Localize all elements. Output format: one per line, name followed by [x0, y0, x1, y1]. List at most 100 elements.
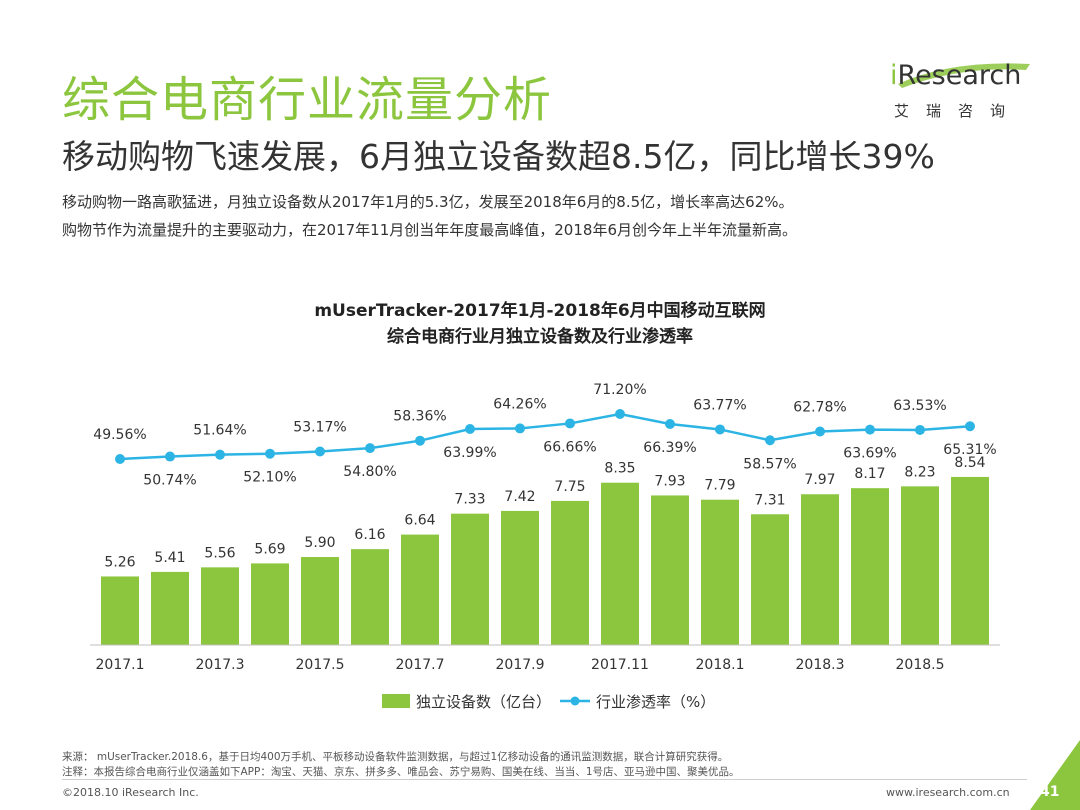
- point-2018.5: [915, 424, 925, 435]
- bar-label-2018.3: 7.97: [804, 472, 835, 488]
- footer-divider: [62, 779, 1027, 780]
- bar-2017.11: [601, 482, 639, 645]
- bar-label-2017.5: 5.90: [304, 535, 335, 551]
- point-label-2018.5: 63.53%: [893, 398, 946, 414]
- point-label-2017.10: 66.66%: [543, 439, 596, 455]
- bar-2017.7: [401, 534, 439, 645]
- point-2017.4: [265, 448, 275, 459]
- website: www.iresearch.com.cn: [886, 786, 1010, 799]
- legend-line-marker: [570, 696, 580, 706]
- copyright: ©2018.10 iResearch Inc.: [62, 786, 199, 799]
- bar-2017.10: [551, 500, 589, 645]
- bar-label-2017.3: 5.56: [204, 545, 235, 561]
- point-label-2018.1: 63.77%: [693, 397, 746, 413]
- page-number: 41: [1040, 784, 1060, 800]
- point-label-2018.4: 63.69%: [843, 446, 896, 462]
- bar-label-2017.6: 6.16: [354, 527, 385, 543]
- bar-2018.2: [751, 514, 789, 645]
- point-label-2017.2: 50.74%: [143, 473, 196, 489]
- description-line-2: 购物节作为流量提升的主要驱动力，在2017年11月创当年年度最高峰值，2018年…: [62, 221, 797, 239]
- bar-label-2017.10: 7.75: [554, 479, 585, 495]
- x-tick-2018.1: 2018.1: [696, 657, 745, 673]
- bar-label-2018.5: 8.23: [904, 464, 935, 480]
- bar-2017.2: [151, 571, 189, 645]
- bar-2017.12: [651, 495, 689, 645]
- point-2018.4: [865, 424, 875, 435]
- point-2017.6: [365, 443, 375, 454]
- logo-chinese: 艾瑞咨询: [894, 102, 1023, 120]
- bar-2017.3: [201, 567, 239, 645]
- legend-bar-swatch: [382, 694, 410, 708]
- x-tick-2017.11: 2017.11: [591, 657, 649, 673]
- legend: 独立设备数（亿台） 行业渗透率（%）: [382, 693, 715, 711]
- point-label-2017.11: 71.20%: [593, 382, 646, 398]
- point-2017.10: [565, 418, 575, 429]
- point-label-2018.6: 65.31%: [943, 442, 996, 458]
- logo-swoosh-icon: [898, 63, 1030, 88]
- point-label-2017.9: 64.26%: [493, 396, 546, 412]
- page-title: 综合电商行业流量分析: [62, 72, 553, 128]
- point-label-2017.6: 54.80%: [343, 464, 396, 480]
- bar-2017.4: [251, 563, 289, 645]
- point-label-2017.7: 58.36%: [393, 409, 446, 425]
- bar-label-2017.7: 6.64: [404, 513, 435, 529]
- point-2017.1: [115, 454, 125, 464]
- chart-title-line-2: 综合电商行业月独立设备数及行业渗透率: [387, 326, 693, 347]
- bar-2018.4: [851, 488, 889, 645]
- legend-line-label: 行业渗透率（%）: [596, 693, 715, 711]
- point-2017.5: [315, 446, 325, 457]
- point-2018.2: [765, 435, 775, 446]
- point-2017.12: [665, 419, 675, 430]
- source-note: 来源： mUserTracker.2018.6，基于日均400万手机、平板移动设…: [62, 751, 729, 763]
- app-scope-note: 注释：本报告综合电商行业仅涵盖如下APP：淘宝、天猫、京东、拼多多、唯品会、苏宁…: [62, 766, 740, 778]
- bar-label-2017.4: 5.69: [254, 541, 285, 557]
- point-2017.11: [615, 409, 625, 419]
- description-line-1: 移动购物一路高歌猛进，月独立设备数从2017年1月的5.3亿，发展至2018年6…: [62, 193, 794, 211]
- bar-2018.3: [801, 494, 839, 645]
- x-tick-2017.7: 2017.7: [396, 657, 445, 673]
- bar-label-2017.2: 5.41: [154, 550, 185, 566]
- legend-bar-label: 独立设备数（亿台）: [416, 693, 551, 711]
- point-label-2017.5: 53.17%: [293, 419, 346, 435]
- point-2017.8: [465, 423, 475, 434]
- x-tick-2017.3: 2017.3: [196, 657, 245, 673]
- iresearch-logo: iResearch 艾瑞咨询: [890, 60, 1040, 130]
- point-2018.6: [965, 421, 975, 432]
- bar-2017.6: [351, 549, 389, 645]
- x-tick-2017.9: 2017.9: [496, 657, 545, 673]
- logo-wordmark: iResearch: [890, 60, 1022, 91]
- point-label-2018.2: 58.57%: [743, 456, 796, 472]
- bar-label-2018.6: 8.54: [954, 455, 985, 471]
- point-2017.3: [215, 449, 225, 460]
- bar-2018.1: [701, 499, 739, 645]
- point-2018.1: [715, 424, 725, 435]
- bar-label-2018.1: 7.79: [704, 478, 735, 494]
- bar-label-2017.1: 5.26: [104, 554, 135, 570]
- penetration-rate-line: [119, 412, 971, 461]
- bar-label-2018.2: 7.31: [754, 492, 785, 508]
- chart-title-line-1: mUserTracker-2017年1月-2018年6月中国移动互联网: [314, 300, 765, 321]
- point-label-2017.8: 63.99%: [443, 445, 496, 461]
- bar-2017.5: [301, 557, 339, 645]
- bar-2018.6: [951, 476, 989, 645]
- bar-label-2018.4: 8.17: [854, 466, 885, 482]
- x-tick-2017.5: 2017.5: [296, 657, 345, 673]
- point-label-2017.1: 49.56%: [93, 427, 146, 443]
- bar-label-2017.9: 7.42: [504, 489, 535, 505]
- bar-2017.9: [501, 510, 539, 645]
- point-label-2017.4: 52.10%: [243, 470, 296, 486]
- bar-label-2017.11: 8.35: [604, 461, 635, 477]
- x-tick-2018.5: 2018.5: [896, 657, 945, 673]
- bar-label-2017.12: 7.93: [654, 473, 685, 489]
- x-tick-2017.1: 2017.1: [96, 657, 145, 673]
- point-2017.9: [515, 423, 525, 434]
- point-2017.7: [415, 435, 425, 446]
- page-subtitle: 移动购物飞速发展，6月独立设备数超8.5亿，同比增长39%: [62, 137, 935, 176]
- bar-2017.8: [451, 513, 489, 645]
- point-label-2017.12: 66.39%: [643, 440, 696, 456]
- bar-label-2017.8: 7.33: [454, 492, 485, 508]
- point-label-2017.3: 51.64%: [193, 423, 246, 439]
- point-label-2018.3: 62.78%: [793, 400, 846, 416]
- point-2017.2: [165, 451, 175, 462]
